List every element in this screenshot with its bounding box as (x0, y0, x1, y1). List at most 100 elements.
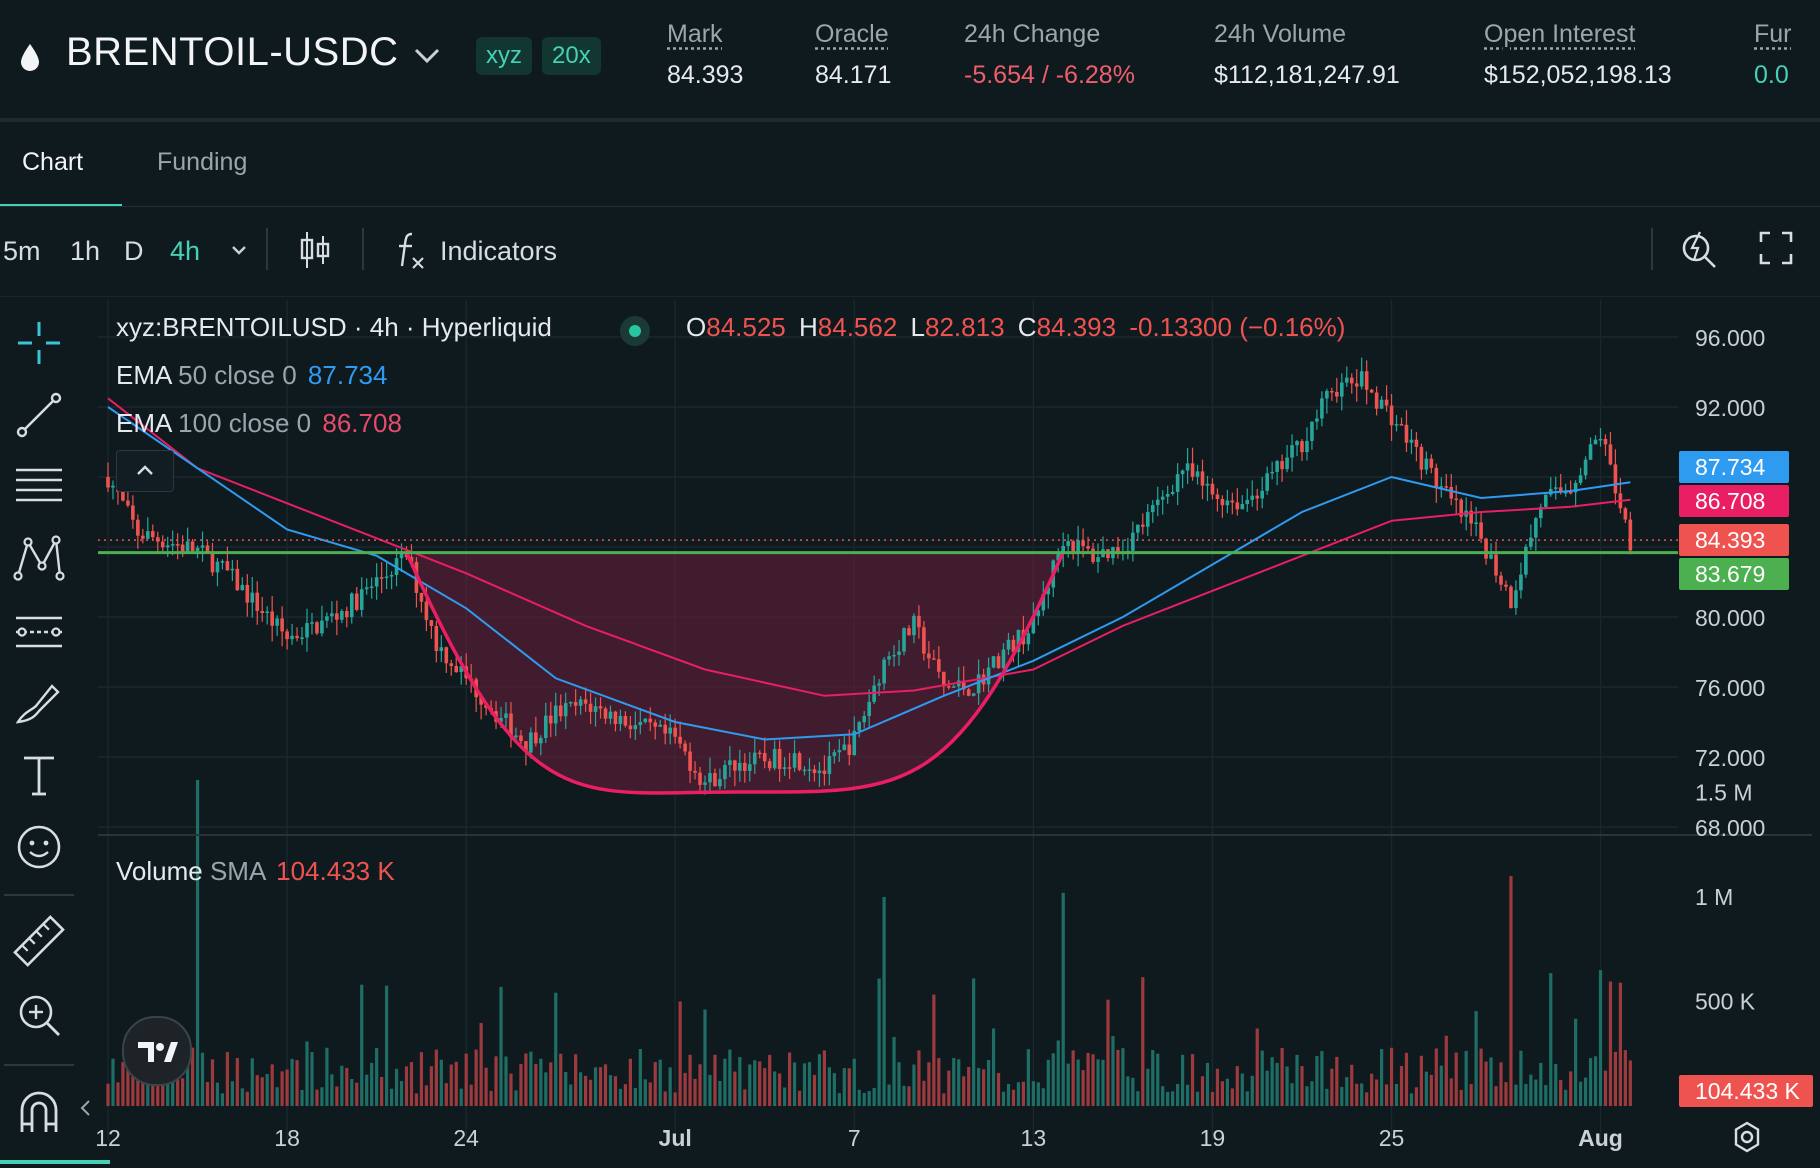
fullscreen-icon[interactable] (1758, 230, 1794, 266)
candle-body (1369, 389, 1374, 393)
tab-funding[interactable]: Funding (157, 148, 248, 176)
tradingview-logo[interactable] (122, 1016, 192, 1086)
candle-body (568, 701, 573, 704)
stat-funding-label: Fur (1754, 20, 1792, 48)
candle-body (728, 760, 732, 765)
volume-bar (837, 1093, 841, 1106)
ema100-legend[interactable]: EMA 100 close 0 86.708 (116, 408, 402, 439)
magnet-icon[interactable] (12, 1086, 66, 1140)
symbol-line[interactable]: xyz:BRENTOILUSD · 4h · Hyperliquid (116, 312, 552, 342)
tab-chart[interactable]: Chart (22, 148, 84, 176)
timeframe-5m[interactable]: 5m (3, 236, 41, 266)
brush-icon[interactable] (12, 676, 66, 730)
chevron-down-icon[interactable] (412, 44, 442, 68)
trend-line-icon[interactable] (12, 388, 66, 442)
volume-bar (1056, 1040, 1060, 1106)
collapse-legend-button[interactable] (116, 450, 174, 492)
stat-oracle-label: Oracle (815, 20, 889, 48)
candle-body (210, 552, 215, 573)
volume-bar (1001, 1091, 1006, 1106)
candle-body (1613, 464, 1618, 494)
volume-legend[interactable]: Volume SMA 104.433 K (116, 856, 395, 887)
emoji-icon[interactable] (12, 820, 66, 874)
time-axis-label: Aug (1578, 1125, 1623, 1151)
candle-body (230, 568, 235, 571)
candle-body (1320, 398, 1324, 419)
volume-bar (1479, 1048, 1483, 1106)
price-chart[interactable]: 96.000 92.000 80.000 76.000 72.000 68.000 1.5… (0, 298, 1820, 1168)
volume-bar (350, 1079, 354, 1106)
candle-body (1330, 391, 1334, 393)
ruler-icon[interactable] (12, 914, 66, 968)
leverage-badge[interactable]: 20x (542, 37, 601, 75)
volume-bar (305, 1041, 309, 1106)
volume-bar (1240, 1073, 1244, 1106)
volume-bar (464, 1053, 468, 1106)
candle-body (688, 751, 692, 771)
candle-body (354, 593, 359, 610)
volume-bar (146, 1080, 150, 1106)
candle-body (996, 656, 1001, 669)
zoom-in-icon[interactable] (12, 988, 66, 1042)
fib-retracement-icon[interactable] (12, 460, 66, 514)
volume-bar (1569, 1071, 1573, 1106)
volume-bar (1380, 1049, 1384, 1106)
settings-gear-icon[interactable] (1730, 1120, 1764, 1154)
text-tool-icon[interactable] (12, 748, 66, 802)
volume-axis: 1.5 M 1 M 500 K (1695, 780, 1756, 1015)
candle-type-icon[interactable] (298, 228, 332, 272)
crosshair-icon[interactable] (12, 316, 66, 370)
candle-body (628, 725, 633, 730)
quick-search-icon[interactable] (1680, 226, 1720, 270)
volume-bar (817, 1054, 822, 1106)
candle-body (280, 618, 284, 632)
candle-body (912, 615, 916, 636)
volume-bar (126, 1069, 130, 1106)
candle-body (539, 737, 543, 744)
indicators-button[interactable]: Indicators (440, 236, 558, 266)
volume-bar (842, 1068, 846, 1106)
toolbar-divider-bottom (0, 296, 1820, 297)
volume-bar (1539, 1062, 1543, 1106)
pattern-icon[interactable] (12, 532, 66, 586)
volume-bar (449, 1064, 453, 1106)
candle-body (325, 616, 329, 621)
timeframe-d[interactable]: D (124, 236, 144, 266)
candle-body (1275, 461, 1279, 472)
candle-body (887, 656, 891, 660)
candle-body (733, 760, 737, 771)
volume-bar (1116, 1049, 1120, 1106)
candle-body (524, 741, 528, 753)
candle-body (1519, 574, 1523, 591)
candle-body (966, 689, 971, 696)
collapse-toolbar-icon[interactable] (78, 1098, 94, 1118)
volume-bar (494, 1056, 498, 1106)
chevron-up-icon (137, 465, 153, 475)
timeframe-4h[interactable]: 4h (170, 236, 201, 266)
timeframe-dropdown-icon[interactable] (228, 240, 250, 260)
volume-bar (195, 779, 200, 1106)
volume-bar (1031, 1081, 1035, 1106)
ema50-legend[interactable]: EMA 50 close 0 87.734 (116, 360, 387, 391)
timeframe-1h[interactable]: 1h (70, 236, 101, 266)
function-icon[interactable] (394, 228, 428, 272)
volume-bar (1464, 1050, 1468, 1106)
volume-bar (1101, 1059, 1105, 1106)
candle-body (618, 715, 623, 724)
volume-bar (1454, 1052, 1458, 1106)
chart-grid (98, 300, 1678, 1140)
volume-bar (394, 1068, 399, 1106)
candle-body (663, 724, 667, 734)
volume-bar (986, 1060, 991, 1106)
volume-bar (1350, 1064, 1354, 1106)
candle-body (519, 735, 523, 742)
volume-bar (315, 1089, 319, 1106)
projection-icon[interactable] (12, 604, 66, 658)
volume-bar (1489, 1057, 1493, 1106)
volume-bar (1181, 1054, 1185, 1106)
candle-body (1265, 473, 1269, 491)
volume-bar (1320, 1051, 1324, 1106)
candle-body (1041, 594, 1046, 611)
volume-bar (977, 1068, 981, 1106)
market-pair-name[interactable]: BRENTOIL-USDC (66, 30, 399, 74)
